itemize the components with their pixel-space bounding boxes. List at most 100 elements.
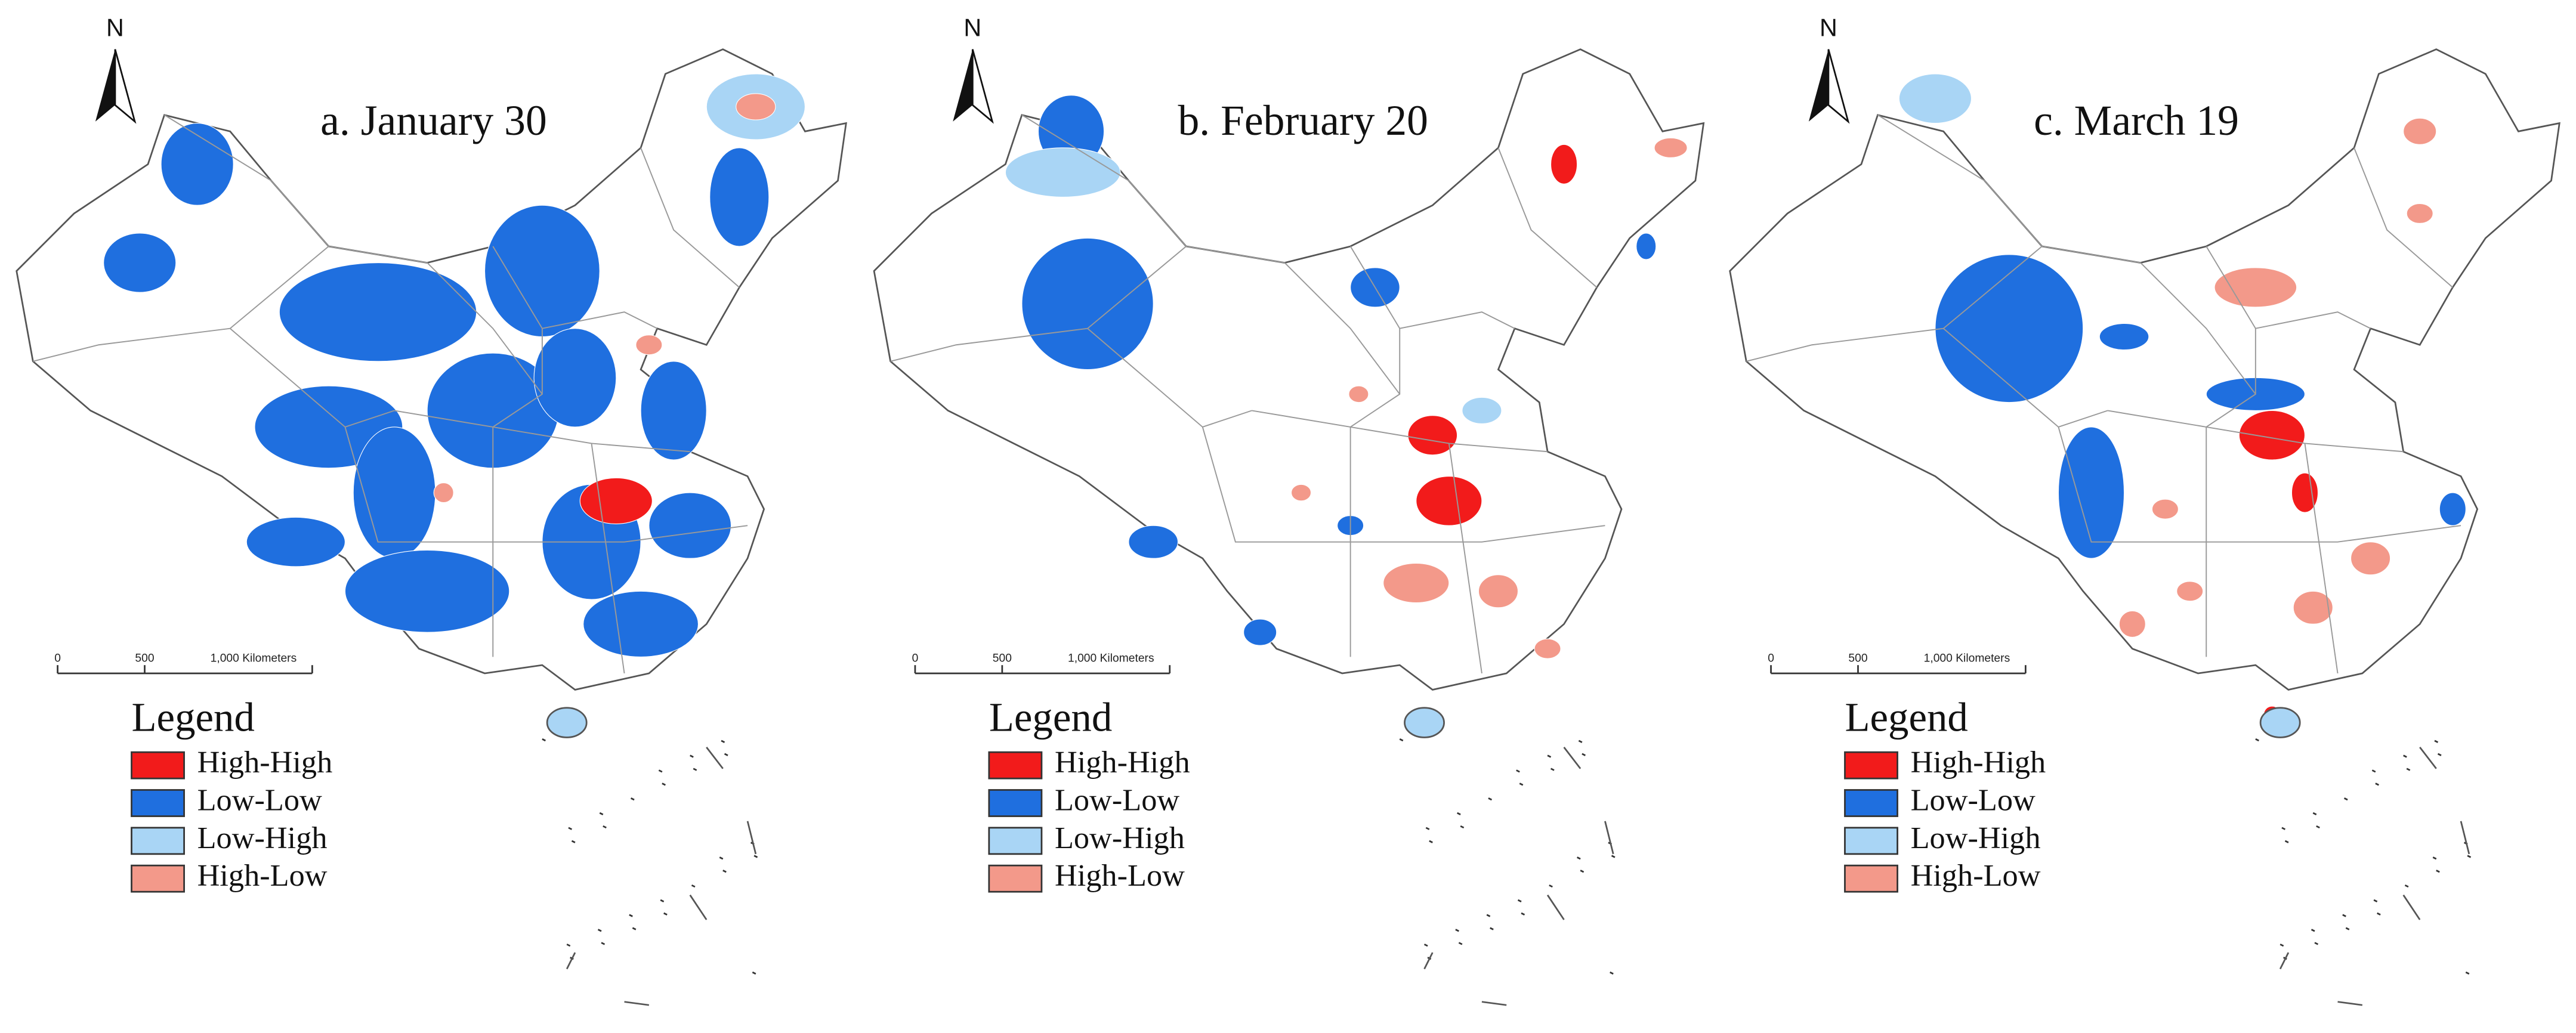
island xyxy=(1578,740,1583,743)
map-panel: Na. January 30 0 500 1,000 Kilometers Legend… xyxy=(16,14,847,1006)
panel-title: c. March 19 xyxy=(2034,97,2239,144)
scale-label: 500 xyxy=(1848,652,1867,665)
legend-swatch xyxy=(131,827,185,855)
north-arrow-right xyxy=(971,49,994,124)
region xyxy=(2403,117,2437,145)
region xyxy=(2350,542,2391,576)
region xyxy=(279,262,477,362)
island xyxy=(752,971,756,975)
island xyxy=(1458,942,1463,945)
province-boundary xyxy=(640,147,740,288)
legend-label: Low-Low xyxy=(1911,783,2036,817)
boundary-dash xyxy=(2460,821,2470,855)
legend-swatch xyxy=(1844,751,1898,780)
island xyxy=(2314,942,2319,945)
map-panel: Nb. February 20 0 500 1,000 Kilometers Legen… xyxy=(873,14,1705,1006)
island xyxy=(2281,827,2286,830)
region xyxy=(1654,137,1688,158)
scale-label: 500 xyxy=(135,652,154,665)
region xyxy=(2293,590,2333,624)
north-arrow-left xyxy=(95,49,115,122)
region xyxy=(648,492,732,559)
island xyxy=(1521,912,1525,916)
island xyxy=(2312,812,2317,816)
island xyxy=(658,769,663,773)
region xyxy=(2291,472,2319,513)
province-boundary xyxy=(1497,147,1598,288)
boundary-dash xyxy=(1604,821,1614,855)
island xyxy=(690,754,694,758)
region xyxy=(1005,147,1121,197)
scale-label: 1,000 Kilometers xyxy=(1068,652,1154,665)
island xyxy=(630,797,635,801)
island xyxy=(1582,753,1586,756)
province-boundary xyxy=(1448,443,1482,674)
north-arrow-right xyxy=(114,49,137,124)
island xyxy=(2404,884,2409,888)
island xyxy=(1457,812,1461,816)
boundary-dash xyxy=(1563,747,1582,769)
legend-title: Legend xyxy=(1845,694,1967,740)
region xyxy=(1243,618,1277,646)
island xyxy=(632,927,637,930)
province-boundary xyxy=(492,328,543,428)
legend-swatch xyxy=(988,864,1043,893)
island xyxy=(2316,825,2320,829)
region xyxy=(1383,562,1450,604)
island xyxy=(660,899,665,902)
island xyxy=(721,740,725,743)
island xyxy=(691,884,696,888)
panel-title: b. February 20 xyxy=(1178,97,1428,144)
boundary-dash xyxy=(2337,1001,2363,1006)
legend-label: High-High xyxy=(1911,745,2046,780)
region xyxy=(635,335,663,355)
boundary-dash xyxy=(1546,894,1565,920)
island xyxy=(1425,827,1430,830)
legend-label: High-High xyxy=(1055,745,1190,780)
north-label: N xyxy=(106,14,124,42)
province-boundary xyxy=(2304,443,2339,674)
legend-swatch xyxy=(1844,827,1898,855)
region xyxy=(1636,233,1657,260)
region xyxy=(2214,267,2297,308)
island xyxy=(2465,971,2470,975)
province-boundary xyxy=(2206,246,2371,329)
region xyxy=(344,549,510,633)
legend-swatch xyxy=(988,789,1043,817)
legend-title: Legend xyxy=(989,694,1112,740)
island xyxy=(724,753,728,756)
island xyxy=(566,944,571,947)
region xyxy=(1290,484,1312,502)
map-panel: Nc. March 19 0 500 1,000 Kilometers Legend Hi… xyxy=(1729,14,2560,1006)
province-boundary xyxy=(492,246,658,329)
island xyxy=(1519,783,1524,786)
region xyxy=(583,590,699,657)
island xyxy=(1460,825,1465,829)
region xyxy=(246,516,345,567)
island xyxy=(1455,929,1459,932)
province-boundary xyxy=(33,114,330,362)
region xyxy=(1416,475,1482,526)
region xyxy=(1462,397,1502,424)
boundary-dash xyxy=(689,894,708,920)
region xyxy=(1021,237,1154,370)
region xyxy=(160,122,234,206)
province-boundary xyxy=(230,327,395,428)
region xyxy=(1898,73,1972,124)
island xyxy=(597,929,602,932)
province-boundary xyxy=(2353,147,2453,288)
scale-label: 0 xyxy=(912,652,919,665)
island xyxy=(1488,797,1493,801)
north-arrow-left xyxy=(953,49,973,122)
island xyxy=(2436,870,2440,873)
legend-label: Low-High xyxy=(1911,821,2041,855)
boundary-dash xyxy=(1481,1001,1507,1006)
province-boundary xyxy=(2107,410,2404,453)
island xyxy=(2343,797,2348,801)
legend-label: Low-High xyxy=(197,821,328,855)
island xyxy=(2406,768,2411,771)
legend-swatch xyxy=(988,751,1043,780)
legend-label: High-High xyxy=(197,745,333,780)
region xyxy=(433,483,454,503)
